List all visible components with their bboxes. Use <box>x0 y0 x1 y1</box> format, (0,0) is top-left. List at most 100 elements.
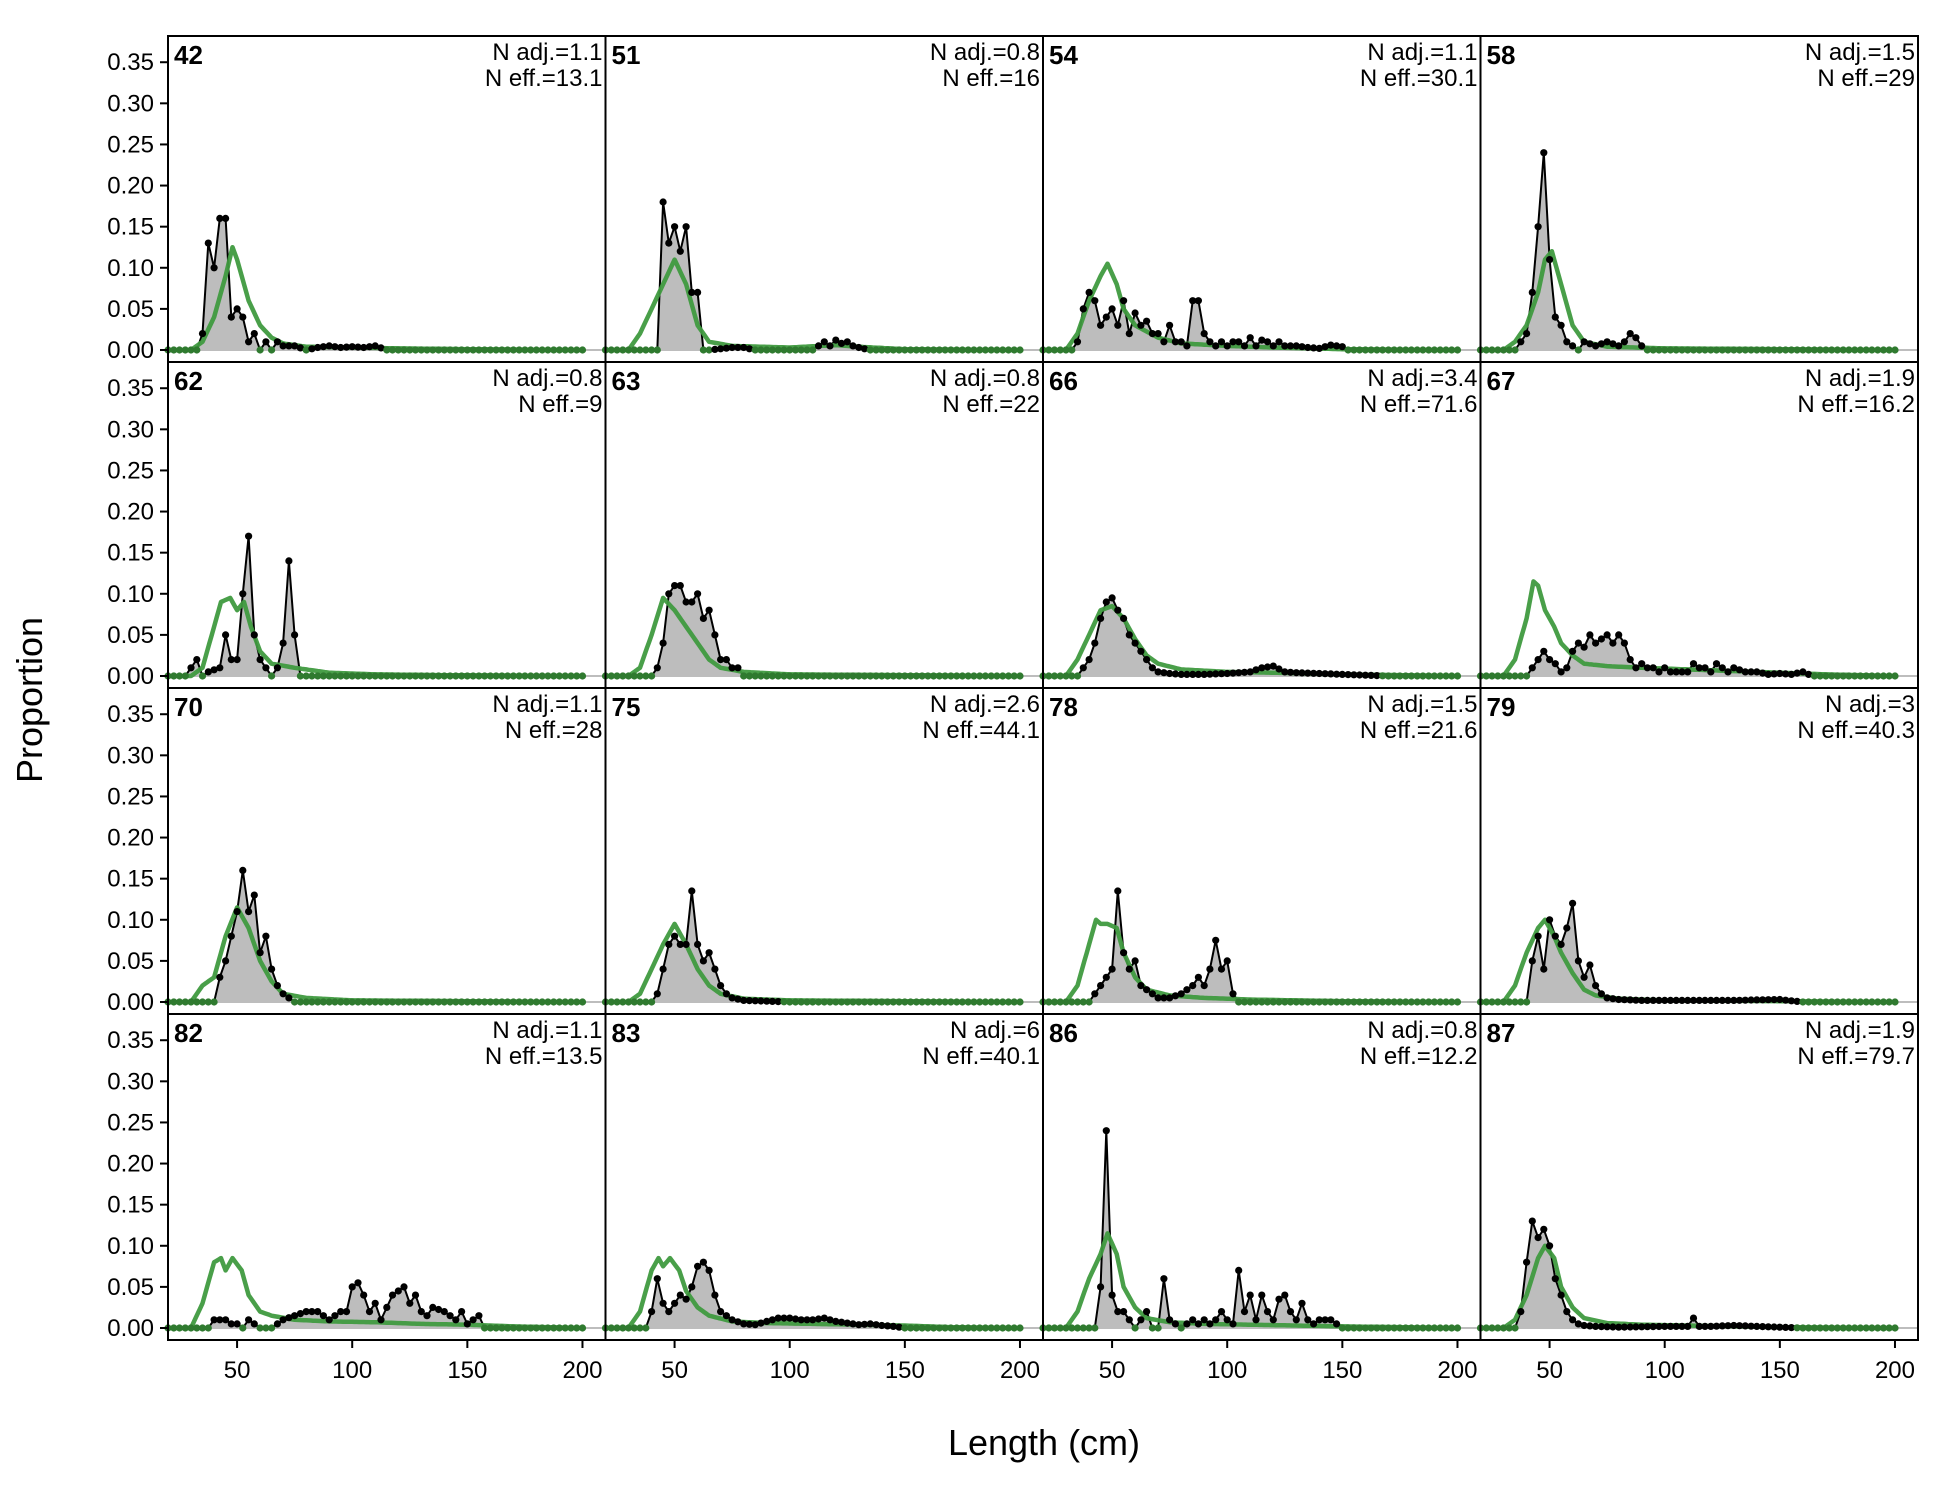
observed-point <box>1707 996 1715 1005</box>
observed-point <box>1373 1324 1381 1332</box>
n-adj-label: N adj.=3 <box>1825 691 1915 718</box>
observed-point <box>1361 998 1369 1006</box>
observed-point <box>1304 998 1312 1006</box>
observed-point <box>717 1308 725 1316</box>
observed-point <box>481 998 489 1006</box>
observed-point <box>1010 346 1018 354</box>
observed-point <box>1344 346 1352 354</box>
observed-point <box>1494 346 1502 354</box>
observed-point <box>976 1324 984 1332</box>
observed-point <box>1494 1324 1502 1332</box>
panel-75: 75 N adj.=2.6N eff.=44.1 <box>601 687 1044 1015</box>
y-tick-label: 0.05 <box>107 622 154 649</box>
observed-point <box>245 338 253 346</box>
observed-point <box>832 672 840 680</box>
observed-point <box>1344 998 1352 1006</box>
observed-point <box>1735 346 1744 354</box>
observed-point <box>1137 321 1145 329</box>
observed-point <box>1874 346 1882 354</box>
observed-point <box>1718 346 1726 354</box>
observed-point <box>1442 998 1450 1006</box>
observed-point <box>1764 996 1772 1004</box>
observed-point <box>1649 346 1657 354</box>
observed-point <box>855 672 863 680</box>
panel-54: 54 N adj.=1.1N eff.=30.1 <box>1039 35 1482 363</box>
observed-point <box>607 1324 615 1332</box>
observed-point <box>1753 1322 1761 1330</box>
y-tick-label: 0.05 <box>107 1274 154 1301</box>
observed-point <box>1695 664 1703 672</box>
observed-point <box>1597 340 1605 348</box>
observed-point <box>1822 1324 1830 1332</box>
observed-point <box>832 1317 840 1325</box>
observed-point <box>780 346 788 354</box>
observed-point <box>1816 1324 1824 1332</box>
observed-point <box>630 1324 638 1332</box>
n-adj-label: N adj.=6 <box>950 1017 1040 1044</box>
observed-point <box>774 346 782 354</box>
observed-point <box>1050 672 1059 680</box>
observed-point <box>256 1324 264 1332</box>
observed-point <box>1125 330 1133 338</box>
observed-point <box>1379 346 1387 354</box>
observed-point <box>803 672 811 680</box>
observed-point <box>1333 670 1341 678</box>
observed-point <box>1505 672 1513 680</box>
n-eff-label: N eff.=40.1 <box>922 1043 1040 1070</box>
x-tick-label: 150 <box>1322 1357 1362 1384</box>
observed-point <box>1805 1324 1813 1332</box>
observed-point <box>1062 1324 1070 1332</box>
panel-year-label: 79 <box>1487 692 1516 722</box>
y-tick-label: 0.25 <box>107 783 154 810</box>
observed-point <box>659 639 667 647</box>
observed-point <box>486 1324 494 1332</box>
y-axis-title: Proportion <box>9 617 50 783</box>
observed-point <box>1350 1324 1358 1332</box>
observed-point <box>233 1320 241 1328</box>
observed-point <box>1770 996 1778 1004</box>
observed-point <box>1879 346 1888 354</box>
observed-point <box>1845 998 1853 1006</box>
observed-point <box>763 997 771 1005</box>
observed-point <box>481 346 489 354</box>
observed-point <box>1782 996 1790 1004</box>
observed-point <box>688 1283 696 1291</box>
observed-point <box>1528 957 1536 965</box>
observed-point <box>970 346 978 354</box>
observed-point <box>1695 996 1703 1005</box>
observed-point <box>1004 1324 1013 1332</box>
observed-point <box>1891 672 1899 680</box>
observed-point <box>1097 1283 1105 1291</box>
observed-point <box>388 672 397 680</box>
observed-point <box>308 345 316 353</box>
observed-point <box>1770 346 1778 354</box>
observed-point <box>1874 998 1882 1006</box>
observed-point <box>210 264 218 272</box>
observed-point <box>1609 639 1617 647</box>
observed-point <box>860 1320 869 1328</box>
observed-point <box>1338 670 1346 679</box>
observed-point <box>624 672 633 680</box>
observed-point <box>1741 996 1749 1004</box>
observed-point <box>1384 346 1392 354</box>
observed-point <box>1551 660 1559 668</box>
observed-point <box>860 345 869 353</box>
n-adj-label: N adj.=0.8 <box>930 39 1040 66</box>
observed-point <box>170 672 178 680</box>
panel-year-label: 42 <box>174 40 203 70</box>
observed-point <box>1148 1324 1156 1332</box>
y-tick-label: 0.20 <box>107 825 154 852</box>
observed-point <box>331 1312 339 1320</box>
observed-point <box>1799 346 1807 354</box>
observed-point <box>1321 670 1329 678</box>
observed-point <box>1684 668 1692 676</box>
observed-point <box>860 998 869 1006</box>
observed-point <box>1327 998 1335 1006</box>
n-adj-label: N adj.=0.8 <box>492 365 602 392</box>
observed-point <box>1212 342 1220 350</box>
observed-point <box>1413 346 1421 354</box>
observed-point <box>901 1324 909 1332</box>
observed-point <box>1252 342 1260 350</box>
observed-point <box>676 247 684 255</box>
